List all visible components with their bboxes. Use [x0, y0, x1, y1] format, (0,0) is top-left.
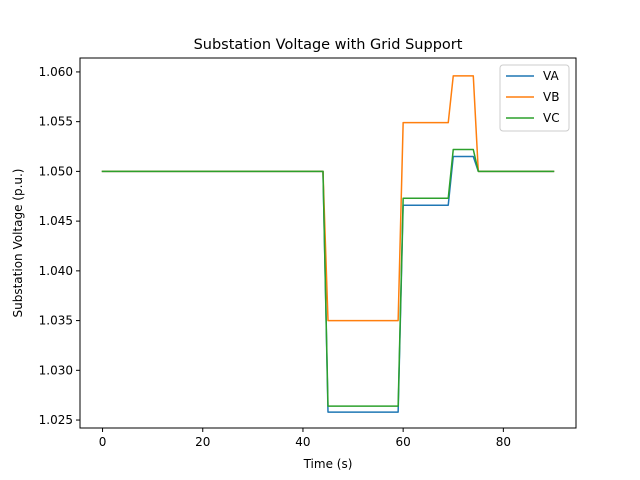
series-lines: [101, 75, 555, 413]
y-tick-label: 1.025: [39, 413, 73, 427]
legend-box: [499, 64, 570, 132]
y-tick-label: 1.050: [39, 164, 73, 178]
y-axis-ticks: 1.025 1.030 1.035 1.040 1.045 1.050 1.055 1.060: [39, 65, 80, 427]
x-tick-label: 0: [99, 435, 107, 449]
x-tick-label: 40: [295, 435, 310, 449]
x-tick-label: 60: [396, 435, 411, 449]
y-tick-label: 1.045: [39, 214, 73, 228]
x-axis-ticks: 0 20 40 60 80: [99, 428, 511, 449]
chart-title: Substation Voltage with Grid Support: [194, 37, 463, 53]
y-tick-label: 1.055: [39, 115, 73, 129]
legend-label-vc: VC: [543, 111, 560, 125]
series-line-vc: [101, 148, 555, 407]
x-tick-label: 80: [496, 435, 511, 449]
legend-label-vb: VB: [543, 90, 559, 104]
y-tick-label: 1.040: [39, 264, 73, 278]
legend-label-va: VA: [543, 69, 559, 83]
legend: VA VB VC: [499, 64, 570, 132]
series-line-vb: [101, 75, 555, 322]
y-axis-label: Substation Voltage (p.u.): [11, 169, 25, 318]
y-tick-label: 1.030: [39, 363, 73, 377]
y-tick-label: 1.060: [39, 65, 73, 79]
x-tick-label: 20: [195, 435, 210, 449]
plot-frame: [79, 57, 577, 429]
y-tick-label: 1.035: [39, 314, 73, 328]
x-axis-label: Time (s): [303, 457, 353, 471]
